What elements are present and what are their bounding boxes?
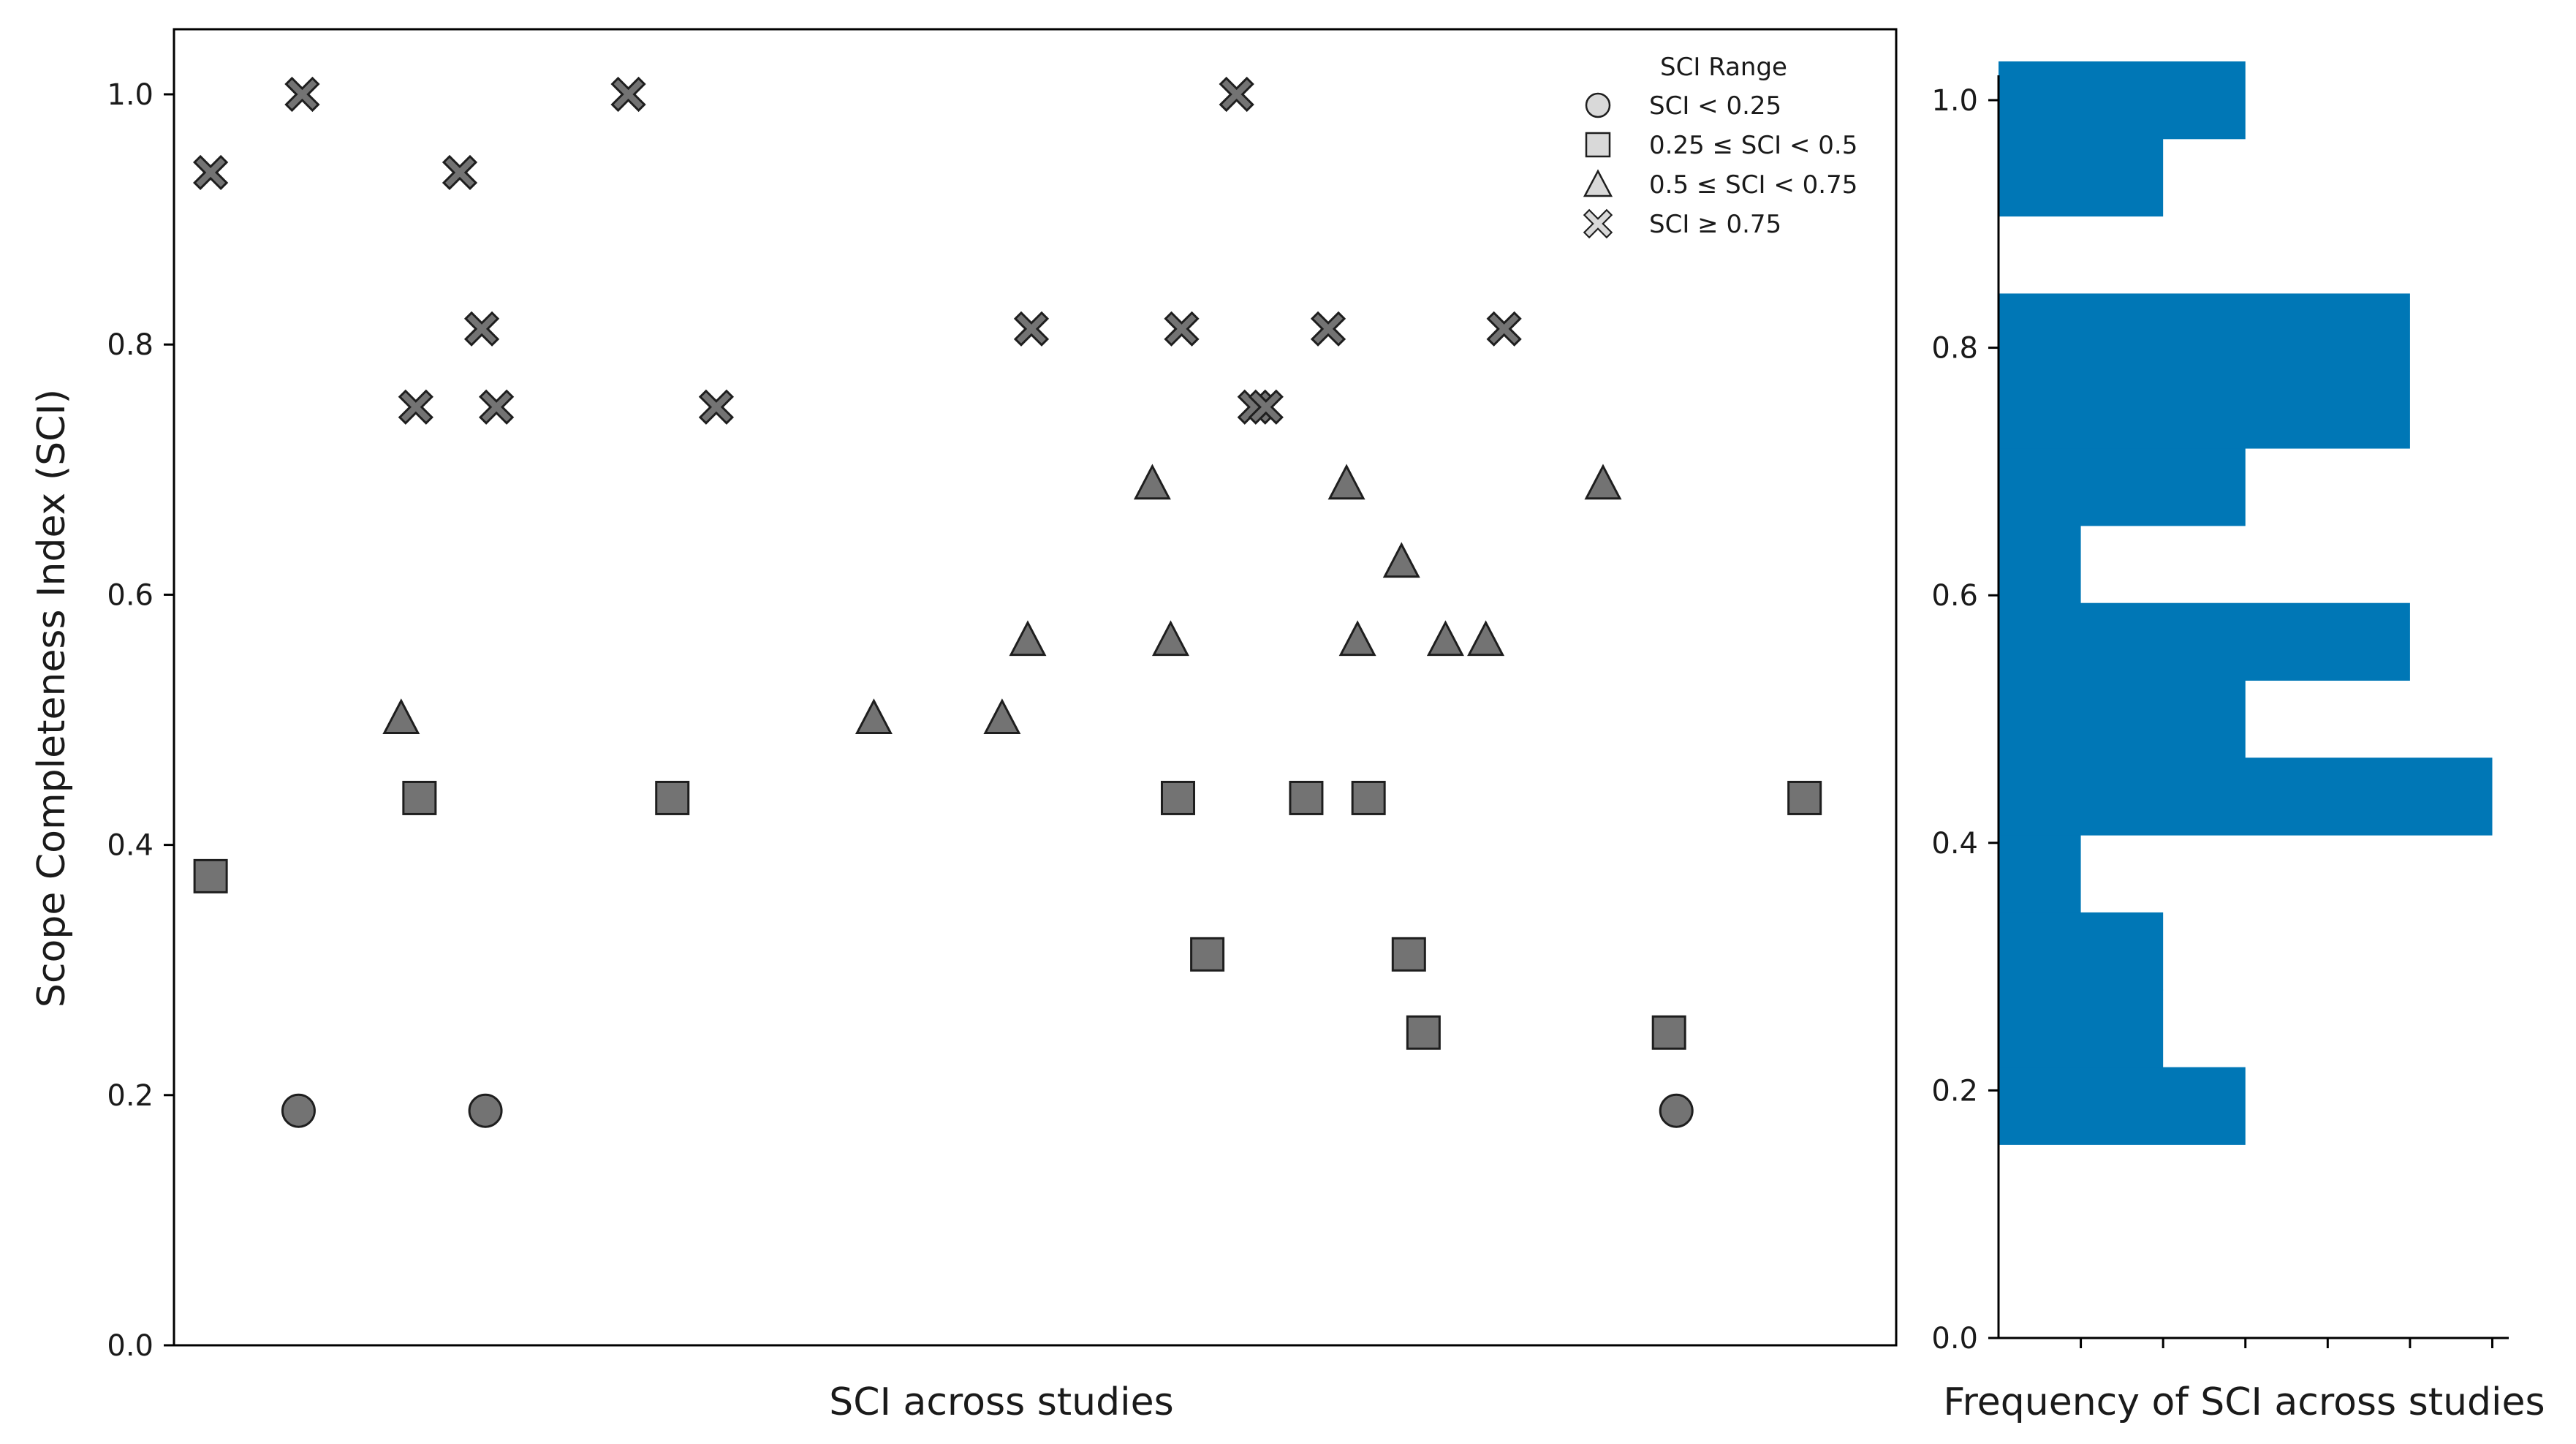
scatter-y-tick-label: 0.6 [107, 578, 154, 612]
scatter-point-circle [1659, 1093, 1694, 1128]
histogram-bar [1999, 912, 2164, 991]
legend-label-square: 0.25 ≤ SCI < 0.5 [1649, 131, 1857, 160]
histogram-y-tick-label: 0.6 [1931, 579, 1978, 613]
scatter-point-circle [468, 1093, 503, 1128]
legend-label-circle: SCI < 0.25 [1649, 91, 1781, 121]
legend-entry-triangle: 0.5 ≤ SCI < 0.75 [1583, 169, 1857, 200]
scatter-panel: 0.0 0.2 0.4 0.6 0.8 1.0 SCI across studies Sc… [30, 28, 1898, 1424]
scatter-y-axis: 0.0 0.2 0.4 0.6 0.8 1.0 [107, 78, 174, 1363]
histogram-bar [1999, 448, 2246, 526]
scatter-y-tick-label: 0.2 [107, 1079, 154, 1113]
scatter-y-tick-label: 0.0 [107, 1329, 154, 1363]
histogram-bar [1999, 138, 2164, 217]
scatter-point-triangle [1338, 620, 1376, 657]
scatter-point-triangle [1426, 620, 1464, 657]
scatter-x-axis-label: SCI across studies [829, 1380, 1173, 1424]
histogram-bar [1999, 989, 2164, 1068]
legend: SCI Range SCI < 0.25 0.25 ≤ SCI < 0.5 0.… [1583, 53, 1857, 239]
histogram-bars [1999, 61, 2493, 1145]
scatter-point-x [479, 389, 515, 425]
histogram-x-axis-label: Frequency of SCI across studies [1943, 1380, 2545, 1424]
scatter-plot-frame [173, 28, 1898, 1347]
scatter-point-square [1391, 937, 1426, 972]
histogram-bar [1999, 602, 2410, 681]
scatter-points [193, 76, 1822, 1128]
scatter-point-x [610, 76, 646, 113]
scatter-point-x [1164, 311, 1200, 347]
scatter-point-x [1486, 311, 1522, 347]
scatter-point-square [402, 780, 437, 815]
scatter-point-triangle [382, 698, 420, 734]
legend-entry-x: SCI ≥ 0.75 [1583, 208, 1781, 239]
scatter-point-x [698, 389, 735, 425]
legend-square-marker [1585, 132, 1611, 158]
histogram-bar [1999, 680, 2246, 758]
legend-title: SCI Range [1660, 53, 1787, 82]
scatter-y-tick-label: 0.8 [107, 328, 154, 362]
histogram-x-axis [2080, 1338, 2493, 1348]
legend-x-marker [1583, 208, 1613, 239]
scatter-point-x [1310, 311, 1346, 347]
scatter-point-circle [281, 1093, 316, 1128]
histogram-y-tick-label: 0.2 [1931, 1074, 1978, 1108]
histogram-y-tick-label: 0.8 [1931, 332, 1978, 366]
histogram-y-tick-label: 0.4 [1931, 827, 1978, 861]
histogram-bar [1999, 371, 2410, 449]
scatter-point-x [284, 76, 320, 113]
histogram-bar [1999, 61, 2246, 140]
scatter-point-square [1160, 780, 1195, 815]
legend-label-x: SCI ≥ 0.75 [1649, 210, 1781, 239]
histogram-bar [1999, 525, 2081, 604]
scatter-point-square [1406, 1015, 1441, 1050]
scatter-point-x [1219, 76, 1254, 113]
scatter-point-square [1351, 780, 1386, 815]
scatter-point-triangle [1327, 464, 1365, 500]
scatter-y-axis-label: Scope Completeness Index (SCI) [30, 389, 74, 1008]
scatter-point-triangle [855, 698, 893, 734]
histogram-bar [1999, 835, 2081, 913]
legend-circle-marker [1585, 92, 1611, 118]
histogram-bar [1999, 1067, 2246, 1145]
histogram-y-axis: 0.0 0.2 0.4 0.6 0.8 1.0 [1931, 84, 1999, 1356]
scatter-point-triangle [1133, 464, 1171, 500]
histogram-y-tick-label: 1.0 [1931, 84, 1978, 118]
scatter-y-tick-label: 1.0 [107, 78, 154, 112]
scatter-point-square [1190, 937, 1225, 972]
scatter-point-x [1013, 311, 1050, 347]
scatter-point-square [193, 858, 228, 893]
scatter-point-square [1787, 780, 1822, 815]
scatter-point-x [193, 154, 229, 191]
scatter-point-triangle [1584, 464, 1622, 500]
scatter-point-triangle [1151, 620, 1189, 657]
scatter-point-x [463, 311, 500, 347]
histogram-panel: 0.0 0.2 0.4 0.6 0.8 1.0 Frequency of SCI acro… [1931, 61, 2545, 1424]
histogram-bar [1999, 757, 2493, 836]
legend-entry-square: 0.25 ≤ SCI < 0.5 [1585, 131, 1857, 160]
legend-triangle-marker [1583, 169, 1613, 197]
scatter-point-square [655, 780, 690, 815]
scatter-point-triangle [1382, 542, 1420, 578]
scatter-point-triangle [1467, 620, 1505, 657]
histogram-y-tick-label: 0.0 [1931, 1322, 1978, 1356]
scatter-point-triangle [1009, 620, 1047, 657]
scatter-y-tick-label: 0.4 [107, 829, 154, 863]
scatter-point-square [1651, 1015, 1686, 1050]
scatter-point-x [442, 154, 478, 191]
scatter-point-x [1248, 389, 1284, 425]
histogram-bar [1999, 293, 2410, 371]
legend-label-triangle: 0.5 ≤ SCI < 0.75 [1649, 170, 1857, 200]
scatter-point-triangle [983, 698, 1021, 734]
scatter-point-x [398, 389, 433, 425]
legend-entry-circle: SCI < 0.25 [1585, 91, 1781, 121]
scatter-point-square [1289, 780, 1324, 815]
